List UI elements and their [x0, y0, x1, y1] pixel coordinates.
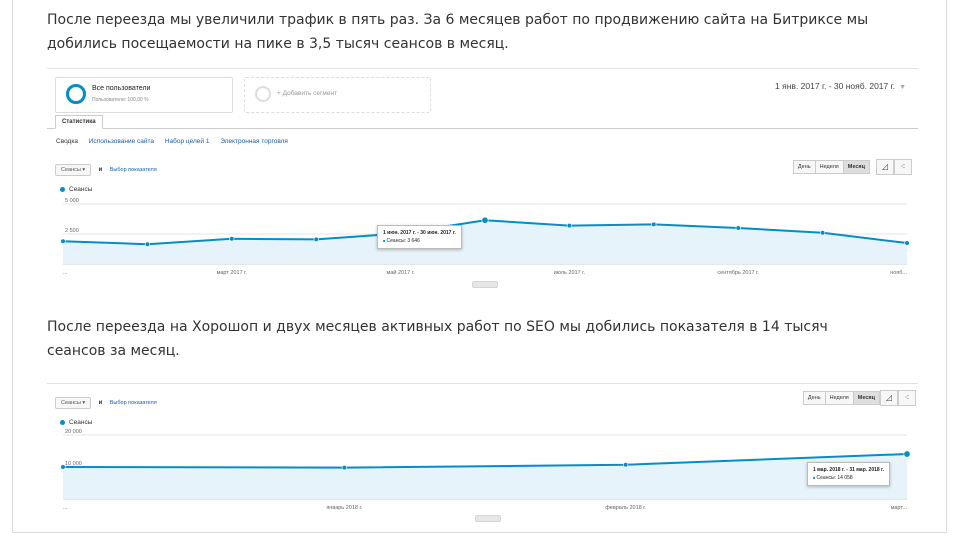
- series-area: [63, 220, 907, 264]
- metric-select[interactable]: Сеансы ▾: [55, 163, 92, 176]
- metric-row: Сеансы ▾ и Выбор показателя: [55, 161, 157, 179]
- y-tick-label: 10 000: [65, 461, 82, 467]
- tooltip-date: 1 июн. 2017 г. - 30 июн. 2017 г.: [383, 230, 456, 236]
- tooltip-value: Сеансы: 3 646: [383, 237, 456, 245]
- data-point[interactable]: [903, 450, 911, 458]
- x-tick-label: июль 2017 г.: [554, 270, 586, 276]
- chart-tooltip: 1 июн. 2017 г. - 30 июн. 2017 г. Сеансы:…: [377, 225, 462, 249]
- data-point[interactable]: [341, 465, 347, 471]
- chart-tooltip: 1 мар. 2018 г. - 31 мар. 2018 г. Сеансы:…: [807, 462, 891, 486]
- data-point[interactable]: [60, 238, 66, 244]
- legend-label: Сеансы: [69, 419, 93, 426]
- series-line: [62, 453, 908, 469]
- tooltip-value: Сеансы: 14 058: [813, 474, 884, 482]
- data-point[interactable]: [651, 221, 657, 228]
- line-chart-icon[interactable]: ◿: [876, 159, 894, 175]
- analytics-panel-2017: Все пользователи Пользователи: 100,00 % …: [47, 68, 918, 293]
- x-tick-label: январь 2018 г.: [326, 505, 362, 511]
- y-tick-label: 2 500: [65, 228, 79, 234]
- data-point[interactable]: [819, 230, 826, 236]
- metric-select-label: Сеансы: [61, 399, 81, 406]
- metric-and: и: [98, 399, 103, 406]
- data-point[interactable]: [566, 223, 573, 229]
- period-month-button[interactable]: Месяц: [842, 160, 870, 174]
- x-tick-label: март 2017 г.: [217, 270, 248, 276]
- chart-resize-handle[interactable]: [475, 515, 501, 522]
- metric-select[interactable]: Сеансы ▾: [55, 396, 92, 409]
- tooltip-date: 1 мар. 2018 г. - 31 мар. 2018 г.: [813, 467, 885, 473]
- x-tick-label: март...: [891, 505, 908, 511]
- motion-chart-icon[interactable]: ⁖: [898, 390, 916, 406]
- metric-and: и: [98, 166, 103, 173]
- period-week-button[interactable]: Неделя: [824, 391, 854, 405]
- period-month-button[interactable]: Месяц: [852, 391, 880, 405]
- segment-subtitle: Пользователи: 100,00 %: [92, 97, 149, 103]
- subtab-ecommerce[interactable]: Электронная торговля: [220, 138, 288, 145]
- sessions-chart-2018: 20 000 10 000... январь 2018 г. февраль 201…: [60, 429, 911, 511]
- segment-all-users[interactable]: Все пользователи Пользователи: 100,00 %: [55, 77, 233, 113]
- data-point[interactable]: [735, 225, 741, 231]
- metric-row: Сеансы ▾ и Выбор показателя: [55, 394, 157, 412]
- empty-segment-circle-icon: [255, 86, 271, 102]
- subtab-site-usage[interactable]: Использование сайта: [88, 138, 155, 145]
- tab-divider: [47, 128, 918, 129]
- subtab-goal-set[interactable]: Набор целей 1: [164, 138, 210, 145]
- choose-metric-link[interactable]: Выбор показателя: [109, 166, 157, 173]
- choose-metric-link[interactable]: Выбор показателя: [109, 399, 157, 406]
- data-point[interactable]: [313, 236, 319, 243]
- legend-dot-icon: [60, 186, 65, 192]
- analytics-panel-2018: Сеансы ▾ и Выбор показателя День Неделя …: [47, 383, 918, 522]
- data-point[interactable]: [229, 236, 235, 242]
- subtab-summary[interactable]: Сводка: [56, 138, 78, 145]
- add-segment-button[interactable]: + Добавить сегмент: [244, 77, 431, 113]
- paragraph-horoshop: После переезда на Хорошоп и двух месяцев…: [47, 319, 828, 359]
- x-tick-label: сентябрь 2017 г.: [717, 270, 759, 276]
- series-area: [63, 454, 907, 499]
- date-range-label: 1 янв. 2017 г. - 30 нояб. 2017 г.: [775, 81, 896, 91]
- period-day-button[interactable]: День: [792, 160, 816, 174]
- data-point[interactable]: [623, 462, 629, 468]
- date-range-picker[interactable]: 1 янв. 2017 г. - 30 нояб. 2017 г. ▼: [775, 81, 906, 91]
- period-week-button[interactable]: Неделя: [814, 160, 844, 174]
- chart-legend: Сеансы: [60, 419, 92, 426]
- tab-statistics[interactable]: Статистика: [55, 115, 103, 129]
- subtabs: Сводка Использование сайта Набор целей 1…: [56, 138, 297, 145]
- x-tick-label: ...: [63, 505, 68, 511]
- paragraph-bitrix: После переезда мы увеличили трафик в пят…: [47, 12, 869, 52]
- legend-dot-icon: [60, 419, 65, 425]
- x-tick-label: нояб...: [890, 270, 907, 276]
- add-segment-label: + Добавить сегмент: [277, 90, 338, 97]
- period-day-button[interactable]: День: [802, 391, 826, 405]
- segment-circle-icon: [66, 84, 86, 104]
- line-chart-icon[interactable]: ◿: [880, 390, 898, 406]
- x-tick-label: ...: [63, 270, 68, 276]
- period-toggle: День Неделя Месяц: [802, 391, 880, 405]
- data-point[interactable]: [144, 241, 150, 247]
- y-tick-label: 20 000: [65, 429, 82, 435]
- y-tick-label: 5 000: [65, 198, 79, 204]
- x-tick-label: май 2017 г.: [387, 269, 416, 276]
- motion-chart-icon[interactable]: ⁖: [894, 159, 912, 175]
- x-tick-label: февраль 2018 г.: [605, 505, 646, 511]
- metric-select-label: Сеансы: [61, 166, 81, 173]
- chart-legend: Сеансы: [60, 186, 92, 193]
- data-point[interactable]: [904, 240, 910, 246]
- data-point[interactable]: [481, 216, 489, 224]
- segment-title: Все пользователи: [92, 85, 151, 92]
- chevron-down-icon: ▼: [899, 84, 906, 91]
- chart-resize-handle[interactable]: [472, 281, 498, 288]
- legend-label: Сеансы: [69, 186, 93, 193]
- sessions-chart-2017: 5 000 2 500... март 2017 г. май 2017 г. июль…: [60, 198, 910, 276]
- period-toggle: День Неделя Месяц: [792, 160, 870, 174]
- data-point[interactable]: [60, 464, 66, 470]
